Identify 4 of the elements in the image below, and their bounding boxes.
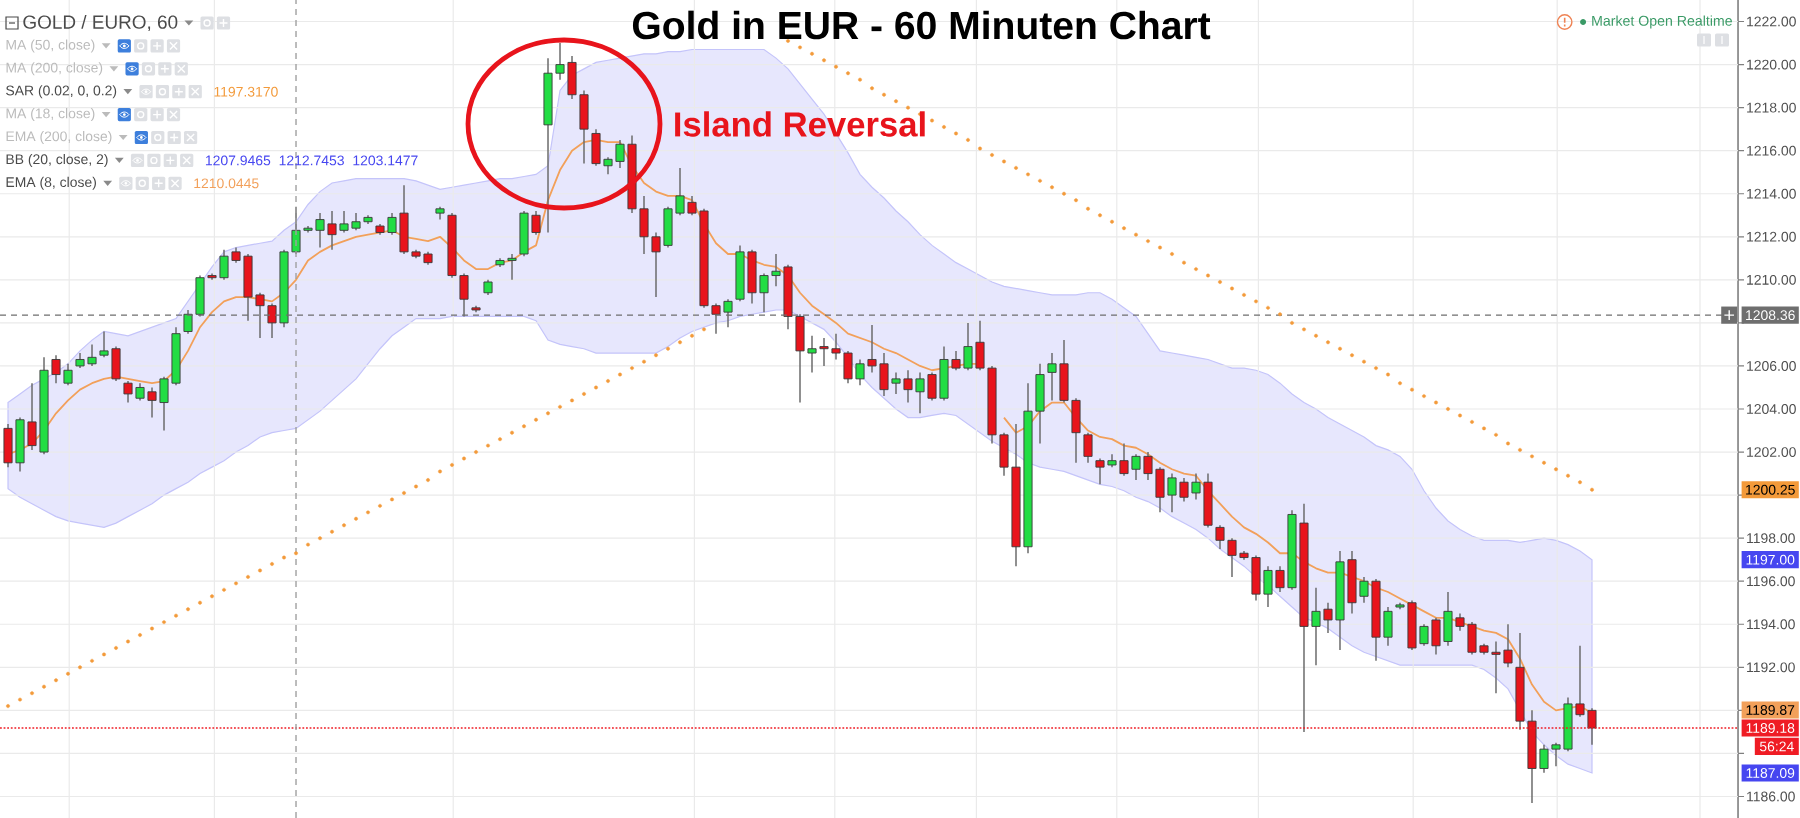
annotation: GOLD / EURO, 60: [23, 14, 178, 32]
annotation: Island Reversal: [675, 111, 925, 137]
chart-title: Gold in EUR - 60 Minuten Chart: [632, 10, 1211, 40]
candlestick: [1083, 431, 1093, 464]
